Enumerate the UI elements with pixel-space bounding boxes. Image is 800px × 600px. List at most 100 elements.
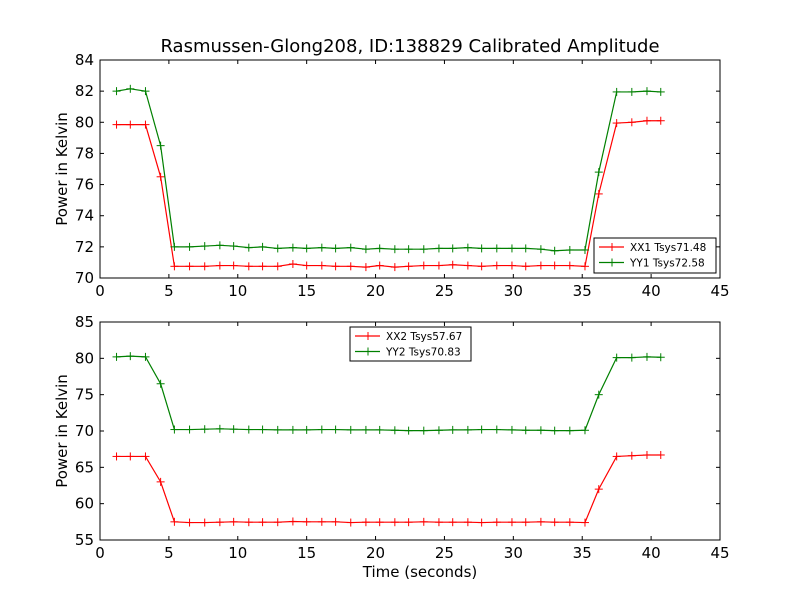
- data-point: [492, 244, 501, 253]
- data-point: [361, 245, 370, 254]
- data-point: [244, 262, 253, 271]
- x-tick-label: 35: [573, 544, 592, 562]
- y-tick-label: 85: [75, 313, 94, 331]
- data-point: [550, 518, 559, 527]
- x-tick-label: 15: [297, 544, 316, 562]
- data-point: [390, 245, 399, 254]
- data-point: [361, 518, 370, 527]
- data-point: [331, 262, 340, 271]
- data-point: [317, 243, 326, 252]
- data-point: [156, 477, 165, 486]
- legend-label: XX2 Tsys57.67: [386, 331, 462, 343]
- data-point: [258, 242, 267, 251]
- data-point: [404, 518, 413, 527]
- data-point: [507, 244, 516, 253]
- data-point: [463, 243, 472, 252]
- data-point: [112, 452, 121, 461]
- data-point: [141, 452, 150, 461]
- data-point: [156, 379, 165, 388]
- data-point: [612, 87, 621, 96]
- data-point: [346, 262, 355, 271]
- data-point: [229, 425, 238, 434]
- data-point: [390, 426, 399, 435]
- x-tick-label: 35: [573, 282, 592, 300]
- y-tick-label: 76: [75, 176, 94, 194]
- data-point: [215, 241, 224, 250]
- data-point: [390, 263, 399, 272]
- legend-label: YY2 Tsys70.83: [385, 347, 461, 359]
- data-point: [656, 353, 665, 362]
- data-point: [448, 518, 457, 527]
- data-point: [361, 425, 370, 434]
- data-point: [594, 189, 603, 198]
- data-point: [317, 261, 326, 270]
- data-point: [419, 245, 428, 254]
- data-point: [141, 87, 150, 96]
- data-point: [656, 116, 665, 125]
- plot-frame: [99, 59, 721, 279]
- data-point: [170, 517, 179, 526]
- data-point: [434, 244, 443, 253]
- data-point: [642, 116, 651, 125]
- data-point: [550, 246, 559, 255]
- series-1: [112, 450, 665, 527]
- data-point: [390, 518, 399, 527]
- data-point: [346, 518, 355, 527]
- x-tick-label: 40: [642, 544, 661, 562]
- series-1: [112, 116, 665, 272]
- y-tick-label: 75: [75, 386, 94, 404]
- data-point: [346, 243, 355, 252]
- data-point: [375, 244, 384, 253]
- data-point: [170, 425, 179, 434]
- y-axis-label: Power in Kelvin: [53, 112, 71, 226]
- y-tick-label: 60: [75, 495, 94, 513]
- data-point: [170, 262, 179, 271]
- data-point: [258, 518, 267, 527]
- data-point: [244, 518, 253, 527]
- data-point: [580, 426, 589, 435]
- data-point: [302, 244, 311, 253]
- data-point: [521, 262, 530, 271]
- data-point: [273, 425, 282, 434]
- data-point: [361, 263, 370, 272]
- x-tick-label: 25: [435, 544, 454, 562]
- x-tick-label: 40: [642, 282, 661, 300]
- data-point: [215, 518, 224, 527]
- data-point: [126, 84, 135, 93]
- data-point: [215, 261, 224, 270]
- data-point: [612, 353, 621, 362]
- data-point: [404, 245, 413, 254]
- data-point: [419, 261, 428, 270]
- data-point: [331, 425, 340, 434]
- data-point: [273, 262, 282, 271]
- data-point: [200, 242, 209, 251]
- data-point: [580, 245, 589, 254]
- y-tick-label: 65: [75, 458, 94, 476]
- data-point: [507, 261, 516, 270]
- data-point: [126, 120, 135, 129]
- series-2: [112, 352, 665, 435]
- data-point: [346, 425, 355, 434]
- data-point: [580, 262, 589, 271]
- data-point: [477, 262, 486, 271]
- y-axis-label: Power in Kelvin: [53, 374, 71, 488]
- x-tick-label: 10: [228, 282, 247, 300]
- data-point: [156, 141, 165, 150]
- data-point: [258, 262, 267, 271]
- x-tick-label: 45: [710, 544, 729, 562]
- data-point: [550, 426, 559, 435]
- data-point: [656, 87, 665, 96]
- data-point: [258, 425, 267, 434]
- data-point: [419, 426, 428, 435]
- data-point: [492, 261, 501, 270]
- data-point: [419, 517, 428, 526]
- x-tick-label: 20: [366, 544, 385, 562]
- data-point: [288, 517, 297, 526]
- data-point: [477, 425, 486, 434]
- y-tick-label: 72: [75, 238, 94, 256]
- y-tick-label: 74: [75, 207, 94, 225]
- data-point: [627, 451, 636, 460]
- data-point: [375, 425, 384, 434]
- data-point: [229, 242, 238, 251]
